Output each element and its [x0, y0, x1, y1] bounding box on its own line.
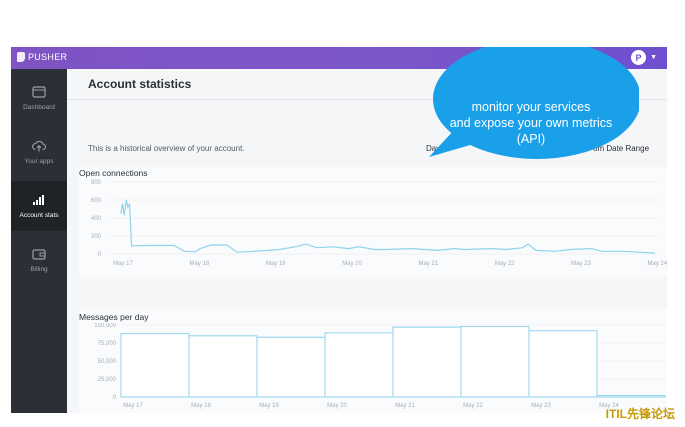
x-tick-label: May 17	[123, 403, 143, 409]
x-tick-label: May 20	[342, 261, 362, 267]
callout-line: monitor your services	[471, 100, 591, 114]
sidebar-item-label: Your apps	[24, 157, 54, 165]
x-tick-label: May 24	[599, 403, 619, 409]
series-line	[120, 199, 656, 254]
sidebar-item-your-apps[interactable]: Your apps	[11, 127, 67, 177]
chevron-down-icon[interactable]: ▼	[650, 54, 657, 61]
callout-text: monitor your services and expose your ow…	[431, 99, 631, 147]
x-tick-label: May 23	[571, 261, 591, 267]
bar	[120, 333, 190, 398]
page-description: This is a historical overview of your ac…	[88, 144, 245, 153]
bar-chart-icon	[33, 194, 44, 205]
avatar[interactable]: P	[631, 50, 647, 65]
y-tick-label: 400	[91, 216, 102, 222]
y-tick-label: 600	[91, 198, 102, 204]
messages-per-day-card: Messages per day 100,000 75,000 50,000 25,0…	[79, 309, 667, 413]
pusher-logo-icon	[17, 52, 25, 62]
callout-line: (API)	[516, 132, 546, 146]
sidebar-item-label: Dashboard	[23, 103, 55, 111]
y-tick-label: 25,000	[98, 377, 117, 383]
x-tick-label: May 22	[495, 261, 515, 267]
y-tick-label: 800	[91, 180, 102, 186]
y-tick-label: 0	[98, 252, 102, 258]
callout-bubble	[429, 47, 639, 159]
bar	[392, 326, 462, 398]
dashboard-icon	[32, 85, 46, 98]
sidebar-item-billing[interactable]: Billing	[11, 235, 67, 285]
sidebar-item-label: Account stats	[19, 211, 59, 219]
x-tick-label: May 21	[419, 261, 439, 267]
y-tick-label: 75,000	[98, 341, 117, 347]
y-tick-label: 50,000	[98, 359, 117, 365]
user-menu[interactable]: P ▼	[631, 50, 657, 65]
sidebar-item-dashboard[interactable]: Dashboard	[11, 73, 67, 123]
y-tick-label: 100,000	[94, 323, 116, 329]
y-tick-label: 0	[113, 395, 117, 401]
main-content: Account statistics This is a historical …	[67, 69, 667, 413]
x-tick-label: May 24	[648, 261, 667, 267]
sidebar-item-label: Billing	[30, 265, 48, 273]
callout-line: and expose your own metrics	[449, 116, 613, 130]
watermark: ITIL先锋论坛	[605, 407, 675, 421]
range-custom-option[interactable]: om Date Range	[593, 144, 650, 153]
open-connections-card: Open connections 800 600 400 200 0 May 17 May …	[79, 167, 667, 277]
bar	[256, 336, 326, 398]
x-tick-label: May 21	[395, 403, 415, 409]
bar	[460, 325, 530, 398]
open-connections-chart: 800 600 400 200 0 May 17 May 18 May 19 May 20 May…	[91, 180, 667, 267]
x-tick-label: May 22	[463, 403, 483, 409]
brand-name: PUSHER	[28, 52, 68, 62]
x-tick-label: May 18	[191, 403, 211, 409]
sidebar-item-account-stats[interactable]: Account stats	[11, 181, 67, 231]
cloud-upload-icon	[32, 140, 46, 151]
app-window: PUSHER P ▼ Dashboard Your apps	[11, 47, 667, 413]
page-title: Account statistics	[88, 77, 192, 91]
sidebar: Dashboard Your apps Account stats	[11, 69, 67, 413]
x-tick-label: May 18	[189, 261, 209, 267]
brand[interactable]: PUSHER	[17, 52, 67, 62]
y-tick-label: 200	[91, 234, 102, 240]
bar	[596, 395, 666, 398]
range-day-option[interactable]: Day	[426, 144, 441, 153]
x-tick-label: May 20	[327, 403, 347, 409]
bar	[528, 330, 598, 398]
messages-per-day-chart: 100,000 75,000 50,000 25,000 0 May 17 May 18 Ma…	[94, 323, 667, 409]
x-tick-label: May 19	[259, 403, 279, 409]
chart-title: Open connections	[79, 168, 148, 178]
bar	[324, 332, 394, 398]
chart-title: Messages per day	[79, 312, 149, 322]
x-tick-label: May 23	[531, 403, 551, 409]
wallet-icon	[32, 248, 46, 260]
bar	[188, 335, 258, 398]
x-tick-label: May 19	[266, 261, 286, 267]
divider	[67, 99, 667, 100]
x-tick-label: May 17	[113, 261, 133, 267]
